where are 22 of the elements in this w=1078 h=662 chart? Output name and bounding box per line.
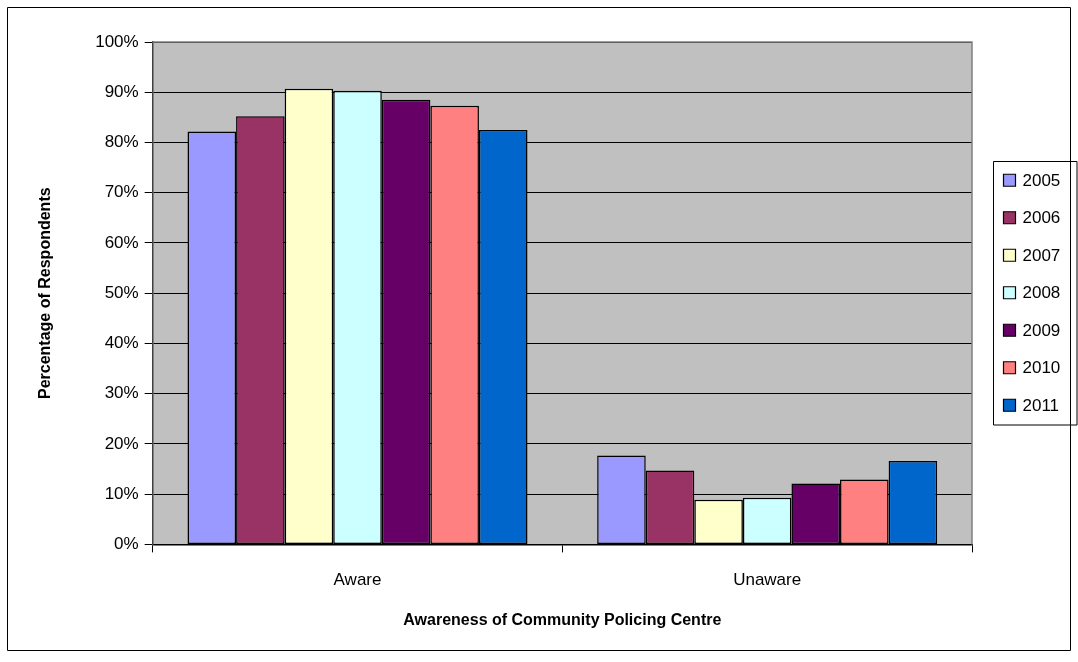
y-tick-label: 0% [114,534,139,554]
y-tick-label: 10% [104,483,139,503]
y-tick-label: 70% [104,182,139,202]
legend-label: 2010 [1022,358,1061,378]
y-tick-label: 40% [104,333,139,353]
x-tick-label: Aware [333,570,382,590]
y-tick-label: 20% [104,433,139,453]
y-tick-label: 30% [104,383,139,403]
legend-label: 2006 [1022,208,1061,228]
y-axis-title: Percentage of Respondents [36,187,54,399]
legend-label: 2008 [1022,283,1061,303]
y-tick-label: 50% [104,282,139,302]
y-tick-label: 100% [95,31,139,51]
legend-label: 2005 [1022,170,1061,190]
y-tick-label: 80% [104,132,139,152]
legend-label: 2011 [1022,395,1060,415]
x-axis-title: Awareness of Community Policing Centre [403,610,722,628]
legend-label: 2007 [1022,245,1061,265]
legend-label: 2009 [1022,320,1061,340]
y-tick-label: 90% [104,81,139,101]
x-tick-label: Unaware [733,570,802,590]
y-tick-label: 60% [104,232,139,252]
